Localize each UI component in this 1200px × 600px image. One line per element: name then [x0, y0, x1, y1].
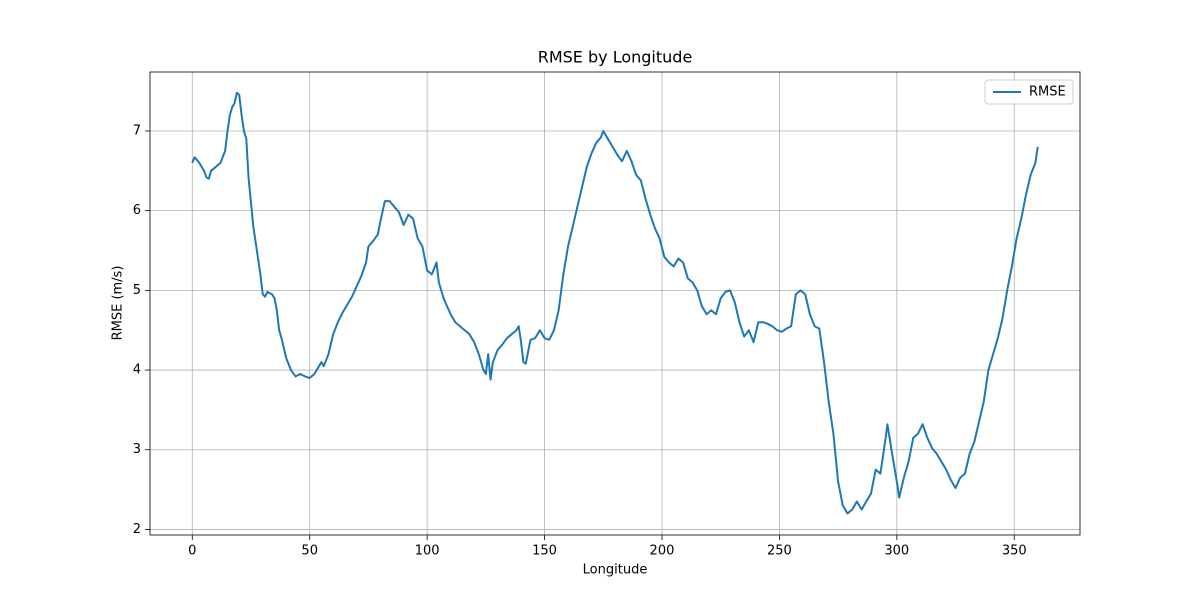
y-tick-label: 2	[133, 522, 141, 537]
x-tick-label: 300	[884, 544, 909, 559]
legend-box	[984, 79, 1074, 105]
x-axis-label: Longitude	[583, 563, 648, 578]
y-tick-label: 5	[133, 283, 141, 298]
y-tick-label: 3	[133, 442, 141, 457]
plot-frame	[149, 71, 1081, 536]
y-tick-label: 7	[133, 123, 141, 138]
y-tick-label: 4	[133, 363, 141, 378]
data-line	[191, 91, 1039, 515]
x-tick-label: 0	[188, 544, 196, 559]
y-axis-label: RMSE (m/s)	[111, 266, 126, 341]
legend-label: RMSE	[1029, 85, 1066, 100]
x-tick-label: 50	[301, 544, 318, 559]
x-tick-label: 250	[767, 544, 792, 559]
x-tick-label: 200	[650, 544, 675, 559]
y-tick-label: 6	[133, 203, 141, 218]
x-tick-label: 100	[415, 544, 440, 559]
x-tick-label: 350	[1002, 544, 1027, 559]
x-tick-label: 150	[532, 544, 557, 559]
chart-title: RMSE by Longitude	[538, 48, 693, 67]
